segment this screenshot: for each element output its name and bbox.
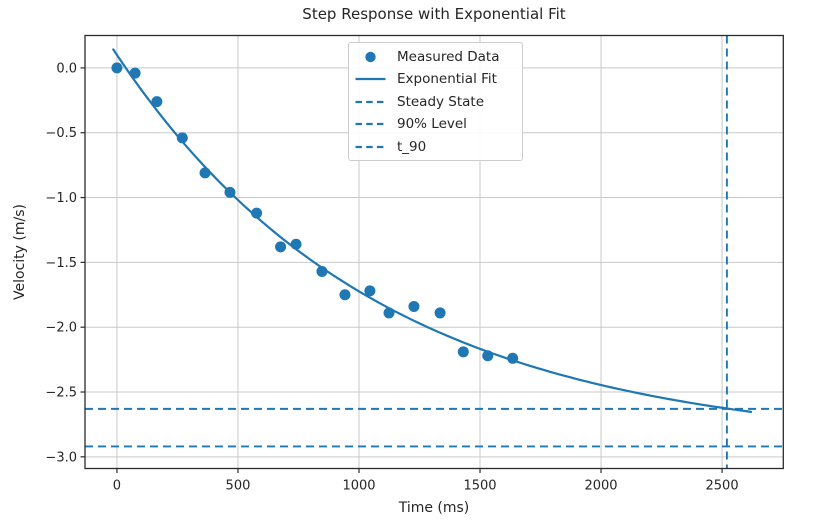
data-point	[151, 96, 163, 108]
legend-label: Measured Data	[397, 48, 500, 65]
data-point	[434, 307, 446, 319]
y-tick-label: −0.5	[45, 126, 77, 141]
y-tick-label: −1.0	[45, 191, 77, 206]
legend-entry: 90% Level	[349, 113, 522, 135]
x-tick-label: 1500	[463, 479, 496, 494]
data-point	[199, 167, 211, 179]
x-tick-label: 2500	[706, 479, 739, 494]
legend-label: Steady State	[397, 93, 485, 110]
legend-label: Exponential Fit	[397, 71, 497, 87]
y-tick-label: −2.5	[45, 386, 77, 401]
y-tick-label: 0.0	[56, 61, 77, 76]
x-tick-label: 1000	[342, 479, 375, 494]
data-point	[275, 241, 287, 253]
legend-label: t_90	[397, 138, 427, 155]
data-point	[408, 300, 420, 312]
legend-entry: Exponential Fit	[349, 68, 522, 90]
x-tick-label: 0	[113, 479, 121, 494]
legend-entry: t_90	[349, 136, 522, 158]
fit-curve	[112, 48, 753, 413]
data-point	[457, 346, 469, 358]
data-point	[176, 132, 188, 144]
y-tick-label: −1.5	[45, 256, 77, 271]
legend-dashed-line-icon	[355, 122, 386, 126]
chart-title: Step Response with Exponential Fit	[302, 5, 566, 23]
data-point	[111, 62, 123, 74]
x-axis-label: Time (ms)	[398, 500, 470, 516]
y-tick-label: −2.0	[45, 321, 77, 336]
legend-dashed-line-icon	[355, 145, 386, 148]
legend-dashed-line-icon	[355, 100, 386, 103]
legend-solid-line-icon	[355, 77, 386, 81]
data-point	[364, 285, 376, 297]
data-point	[339, 289, 351, 301]
legend-label: 90% Level	[397, 116, 467, 132]
x-tick-label: 2000	[584, 479, 617, 494]
legend-entry: Measured Data	[349, 46, 522, 68]
x-tick-label: 500	[226, 479, 251, 494]
legend-entry: Steady State	[349, 91, 522, 113]
y-tick-label: −3.0	[45, 450, 77, 465]
legend-marker-icon	[365, 51, 376, 62]
legend: Measured Data Exponential Fit Steady State…	[348, 42, 523, 161]
dot-icon	[365, 51, 376, 62]
axes-spines	[84, 34, 784, 470]
